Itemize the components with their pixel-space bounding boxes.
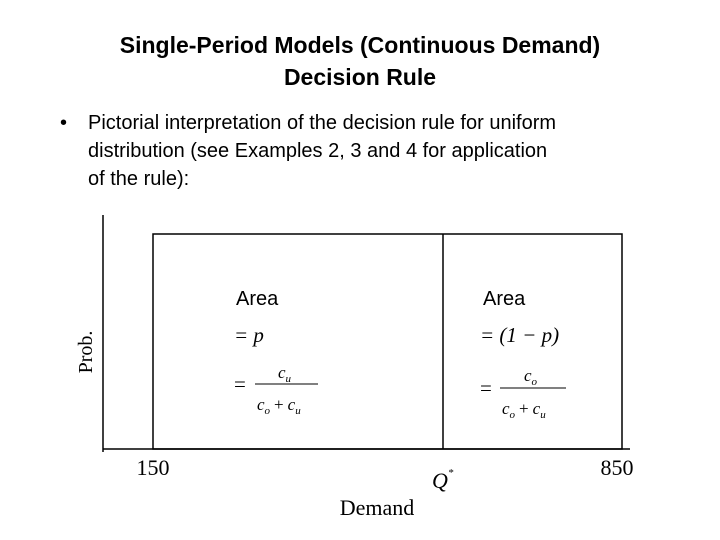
operator: + [519, 399, 529, 418]
bullet-line: Pictorial interpretation of the decision… [88, 112, 556, 134]
q-star-label: Q* [432, 467, 454, 493]
symbol: c [524, 366, 532, 385]
denominator: co + cu [502, 399, 546, 421]
numerator: co [524, 366, 538, 388]
superscript: * [448, 467, 454, 479]
symbol: c [533, 399, 541, 418]
uniform-density [152, 233, 623, 450]
y-axis-label: Prob. [75, 331, 97, 374]
subscript: u [540, 409, 546, 421]
x-tick-label: 150 [137, 455, 170, 480]
symbol: c [278, 363, 286, 382]
bullet-marker: • [60, 112, 67, 134]
operator: + [274, 395, 284, 414]
symbol: Q [432, 468, 448, 493]
x-tick-label: 850 [601, 455, 634, 480]
equation: = p [234, 323, 264, 347]
area-label: Area [483, 288, 526, 310]
subscript: o [265, 405, 271, 417]
bullet-line: distribution (see Examples 2, 3 and 4 fo… [88, 140, 547, 162]
denominator: co + cu [257, 395, 301, 417]
symbol: c [257, 395, 265, 414]
subscript: u [286, 373, 292, 385]
symbol: c [288, 395, 296, 414]
equation: = (1 − p) [480, 323, 559, 347]
equals: = [480, 376, 492, 400]
subscript: o [510, 409, 516, 421]
title-line: Single-Period Models (Continuous Demand) [120, 32, 600, 58]
title-line: Decision Rule [284, 64, 436, 90]
diagram [102, 215, 630, 452]
subscript: o [532, 376, 538, 388]
equals: = [234, 372, 246, 396]
symbol: c [502, 399, 510, 418]
bullet-line: of the rule): [88, 168, 189, 190]
x-axis-label: Demand [340, 495, 415, 520]
numerator: cu [278, 363, 292, 385]
area-label: Area [236, 288, 279, 310]
subscript: u [295, 405, 301, 417]
